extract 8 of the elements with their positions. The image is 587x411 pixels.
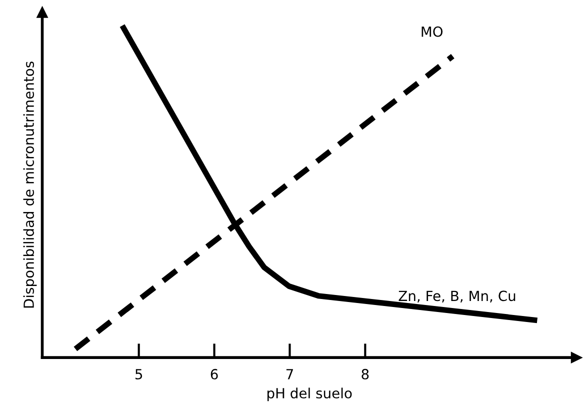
x-tick-label: 6 <box>210 368 218 380</box>
y-axis-title: Disponibilidad de micronutrimentos <box>23 62 37 308</box>
series-label: MO <box>422 26 443 37</box>
x-tick-label: 5 <box>135 369 142 380</box>
x-tick-label: 7 <box>286 369 293 380</box>
x-tick-label: 8 <box>362 368 369 380</box>
x-axis-title: pH del suelo <box>267 388 352 402</box>
series-label: Zn, Fe, B, Mn, Cu <box>398 290 516 303</box>
